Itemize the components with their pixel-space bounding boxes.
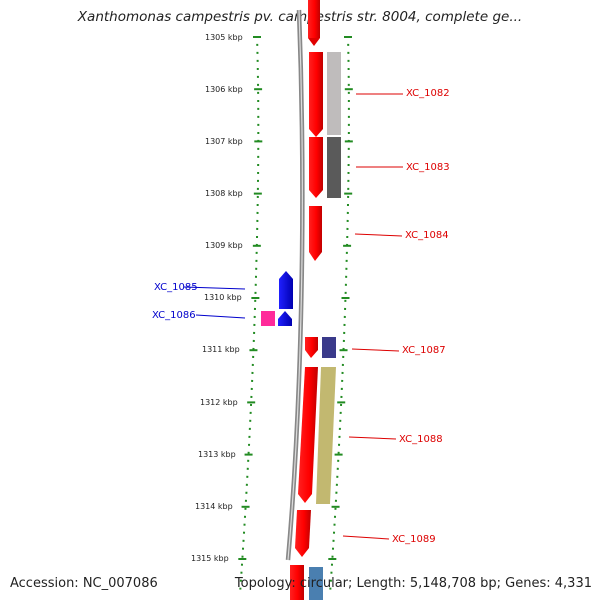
gene-xc1082 [309,52,323,137]
gene-label-xc1084[interactable]: XC_1084 [405,230,449,241]
tick-marks [238,36,353,560]
tick-label-1314: 1314 kbp [195,502,233,511]
leader-xc1086 [195,314,246,319]
gene-label-xc1086[interactable]: XC_1086 [152,310,196,321]
tick-label-1315: 1315 kbp [191,554,229,563]
gene-xc1083 [309,137,323,198]
tick-label-1308: 1308 kbp [205,189,243,198]
backbone-inner [287,9,303,561]
gene-partial-bottom [290,565,304,600]
cog-xc1087 [322,337,336,358]
accession-text: Accession: NC_007086 [10,576,158,591]
gene-xc1085 [279,271,293,309]
leader-xc1089 [342,535,390,540]
leader-xc1088 [348,436,397,440]
gene-partial-top [308,0,320,38]
tick-label-1310: 1310 kbp [204,293,242,302]
tick-label-1312: 1312 kbp [200,398,238,407]
gene-xc1088 [298,367,318,503]
gene-label-xc1082[interactable]: XC_1082 [406,88,450,99]
cog-xc1086 [261,311,275,326]
gene-label-xc1085[interactable]: XC_1085 [154,282,198,293]
gene-xc1084 [309,206,322,261]
tick-label-1311: 1311 kbp [202,345,240,354]
tick-label-1306: 1306 kbp [205,85,243,94]
gene-label-xc1083[interactable]: XC_1083 [406,162,450,173]
cog-xc1088 [316,367,336,504]
gene-xc1086 [278,311,292,326]
cog-xc1083 [327,137,341,198]
tick-label-1307: 1307 kbp [205,137,243,146]
left-tick-track [239,35,260,595]
topology-text: Topology: circular; Length: 5,148,708 bp… [234,576,592,591]
gene-label-xc1087[interactable]: XC_1087 [402,345,446,356]
tick-label-1305: 1305 kbp [205,33,243,42]
gene-xc1087 [305,337,318,358]
leader-xc1085 [183,286,246,290]
gene-xc1089 [295,510,311,557]
gene-partial-top-tip [308,38,320,46]
cog-xc1082 [327,52,341,135]
leader-xc1084 [354,233,403,237]
gene-label-xc1088[interactable]: XC_1088 [399,434,443,445]
tick-label-1309: 1309 kbp [205,241,243,250]
leader-xc1087 [351,348,400,352]
gene-label-xc1089[interactable]: XC_1089 [392,534,436,545]
cog-partial-bottom [309,567,323,600]
tick-label-1313: 1313 kbp [198,450,236,459]
